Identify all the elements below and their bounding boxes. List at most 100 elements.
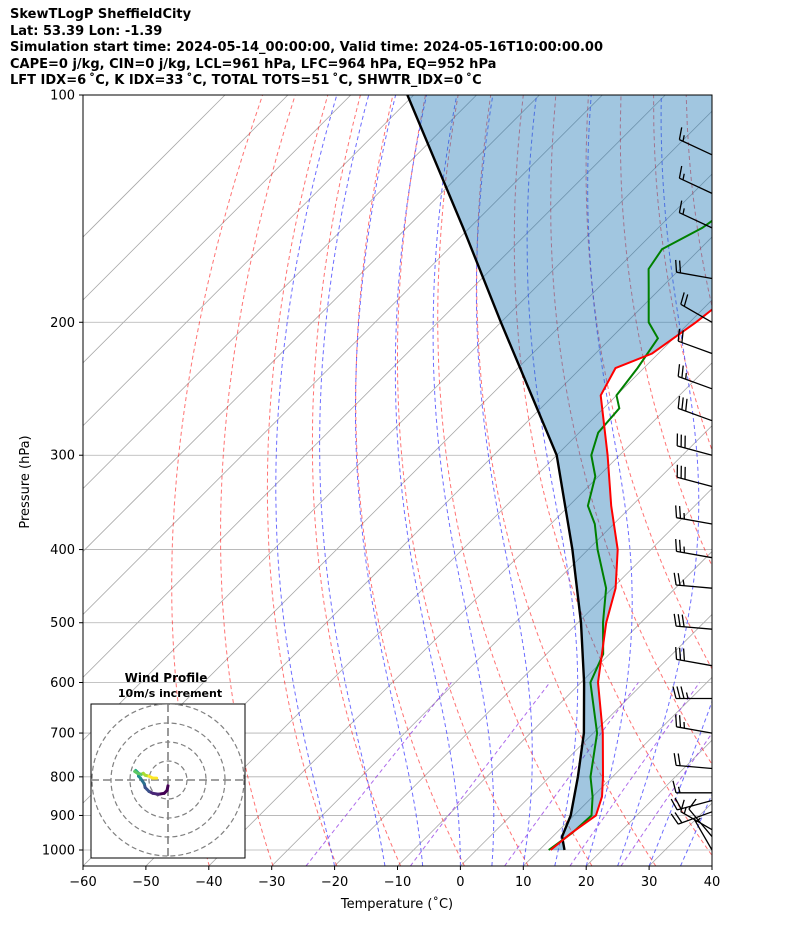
moist-adiabat — [275, 95, 338, 866]
moist-adiabat — [648, 699, 712, 866]
wind-barb — [678, 127, 713, 156]
moist-adiabat — [319, 95, 386, 866]
wind-barb — [675, 714, 713, 734]
wind-barb — [677, 328, 713, 355]
hodograph-subtitle: 10m/s increment — [118, 687, 222, 700]
wind-barb — [678, 165, 713, 194]
dry-adiabat — [784, 95, 794, 866]
stability-params: CAPE=0 j/kg, CIN=0 j/kg, LCL=961 hPa, LF… — [10, 56, 497, 72]
mixing-ratio-line — [504, 682, 639, 866]
y-tick-label: 500 — [50, 616, 75, 631]
moist-adiabat — [475, 95, 533, 866]
cape-cin-shading — [407, 95, 712, 850]
wind-barb — [670, 811, 713, 825]
y-tick-label: 600 — [50, 676, 75, 691]
isotherm-line — [83, 95, 289, 301]
wind-barb — [672, 686, 712, 700]
moist-adiabat — [526, 95, 579, 866]
wind-barb — [678, 200, 713, 229]
isotherm-line — [397, 550, 712, 866]
moist-adiabat — [617, 95, 700, 866]
y-tick-label: 900 — [50, 809, 75, 824]
x-tick-label: −20 — [321, 875, 348, 890]
wind-barb — [677, 396, 713, 422]
isotherm-line — [83, 95, 226, 238]
hodograph-plot — [91, 704, 245, 858]
wind-barb — [675, 539, 713, 559]
y-tick-label: 400 — [50, 543, 75, 558]
wind-barb — [673, 753, 713, 770]
wind-barb — [675, 505, 713, 525]
mixing-ratio-line — [620, 732, 712, 866]
isotherm-line — [460, 613, 712, 866]
dry-adiabat — [476, 95, 657, 866]
x-tick-label: −40 — [195, 875, 222, 890]
isotherm-line — [83, 95, 414, 427]
dry-adiabat — [437, 95, 593, 866]
y-tick-label: 700 — [50, 727, 75, 742]
wind-barb — [675, 259, 713, 280]
x-tick-label: −30 — [258, 875, 285, 890]
dry-adiabat — [171, 95, 264, 866]
isotherm-line — [271, 425, 712, 866]
location: Lat: 53.39 Lon: -1.39 — [10, 23, 163, 39]
x-tick-label: −50 — [132, 875, 159, 890]
mixing-ratio-line — [305, 682, 452, 866]
dewpoint-line — [548, 219, 712, 851]
dry-adiabat — [550, 95, 712, 766]
isotherm-line — [83, 95, 540, 553]
moist-adiabat — [394, 95, 461, 866]
dry-adiabat — [719, 95, 794, 866]
x-tick-label: 10 — [515, 875, 532, 890]
x-tick-label: −10 — [384, 875, 411, 890]
isotherm-line — [83, 95, 477, 490]
isotherm-line — [523, 676, 712, 866]
wind-barb — [670, 797, 713, 811]
isotherm-line — [83, 95, 603, 615]
isotherm-line — [334, 488, 712, 866]
isotherm-line — [711, 865, 712, 866]
wind-barb — [680, 799, 713, 831]
wind-barb — [675, 647, 713, 667]
moist-adiabat — [355, 95, 424, 866]
moist-adiabat — [680, 792, 712, 866]
wind-barb — [677, 364, 713, 390]
header: SkewTLogP SheffieldCity Lat: 53.39 Lon: … — [10, 7, 603, 90]
dry-adiabat — [311, 95, 402, 866]
x-tick-label: 40 — [704, 875, 721, 890]
hodograph-title: Wind Profile — [125, 671, 208, 685]
temperature-line — [549, 308, 712, 851]
wind-barb — [672, 780, 712, 794]
dry-adiabat — [653, 95, 712, 452]
dry-adiabat — [220, 95, 296, 866]
parcel-profile-line — [406, 95, 586, 851]
mixing-ratio-line — [569, 682, 700, 866]
y-tick-label: 100 — [50, 89, 75, 104]
wind-barb — [676, 464, 713, 488]
wind-barb — [676, 433, 713, 456]
x-tick-label: 20 — [578, 875, 595, 890]
y-tick-label: 200 — [50, 316, 75, 331]
chart-title: SkewTLogP SheffieldCity — [10, 7, 192, 22]
index-params: LFT IDX=6 ˚C, K IDX=33 ˚C, TOTAL TOTS=51… — [10, 73, 482, 89]
x-axis-label: Temperature (˚C) — [340, 896, 453, 912]
isotherm-line — [145, 299, 712, 866]
dry-adiabat — [751, 95, 794, 866]
y-tick-label: 1000 — [42, 844, 75, 859]
wind-barb — [673, 572, 713, 589]
dry-adiabat — [266, 95, 338, 866]
x-tick-label: 0 — [456, 875, 464, 890]
wind-barb — [680, 292, 713, 323]
wind-barb — [673, 613, 713, 630]
y-axis-label: Pressure (hPa) — [18, 435, 33, 528]
isotherm-line — [83, 95, 352, 364]
simulation-time: Simulation start time: 2024-05-14_00:00:… — [10, 40, 603, 56]
x-tick-label: −60 — [69, 875, 96, 890]
x-tick-label: 30 — [641, 875, 658, 890]
isotherm-line — [83, 95, 666, 678]
mixing-ratio-line — [409, 682, 551, 866]
y-tick-label: 300 — [50, 449, 75, 464]
y-tick-label: 800 — [50, 770, 75, 785]
moist-adiabat — [432, 95, 495, 866]
